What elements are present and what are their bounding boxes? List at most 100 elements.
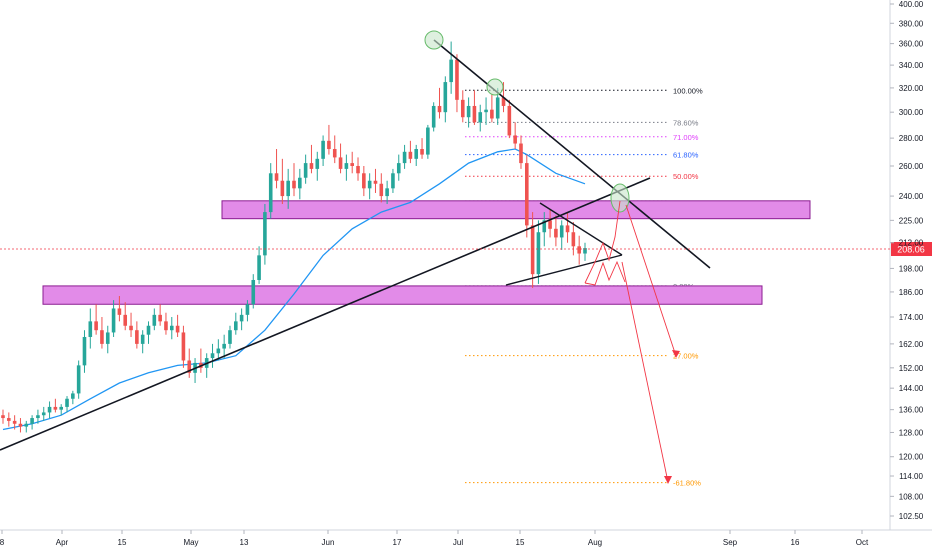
triangle-upper[interactable]	[539, 202, 623, 256]
candle	[1, 409, 5, 424]
price-tick-label: 136.00	[899, 406, 924, 415]
price-tick-label: 144.00	[899, 384, 924, 393]
candle	[286, 168, 290, 209]
candle-body	[443, 82, 448, 113]
price-axis[interactable]: 400.00 380.00 360.00 340.00 320.00 300.00 280.…	[890, 0, 924, 521]
candle-body	[309, 163, 314, 169]
candle-body	[298, 177, 302, 189]
candle-body	[379, 183, 384, 197]
projection-path-bull[interactable]	[584, 200, 621, 284]
candle	[391, 168, 395, 193]
candle	[158, 304, 162, 326]
candle	[280, 158, 285, 205]
candle-body	[466, 105, 471, 118]
price-tick-label: 174.00	[899, 313, 924, 322]
candle-body	[484, 109, 488, 113]
candle-body	[274, 173, 279, 181]
candle	[263, 204, 267, 265]
candle-body	[222, 343, 226, 349]
candle-body	[187, 360, 192, 373]
candle	[234, 312, 238, 335]
price-tick-label: 300.00	[899, 108, 924, 117]
peak-marker-2[interactable]	[486, 78, 504, 96]
projection-path-bear[interactable]	[584, 260, 626, 286]
candle-body	[216, 348, 221, 354]
price-tick-label: 186.00	[899, 288, 924, 297]
candle-body	[455, 59, 459, 100]
trendlines[interactable]	[0, 30, 711, 451]
candle-body	[559, 225, 564, 238]
candle-body	[402, 151, 407, 164]
candle-body	[478, 112, 483, 123]
target-arrow-2[interactable]	[621, 261, 669, 483]
candle	[426, 124, 430, 159]
candle-body	[577, 246, 581, 254]
candle-body	[350, 163, 354, 166]
candle-body	[129, 325, 133, 331]
peak-marker-1[interactable]	[424, 30, 444, 50]
candle	[59, 404, 63, 416]
candle	[455, 54, 459, 113]
candle	[18, 418, 23, 433]
candle-body	[431, 105, 436, 128]
candle-body	[507, 105, 512, 136]
support-trendline[interactable]	[0, 177, 651, 451]
candle	[111, 300, 116, 337]
candle	[298, 168, 302, 200]
candle	[484, 97, 488, 125]
candle-body	[257, 255, 261, 280]
moving-average	[2, 148, 586, 431]
candle-body	[268, 173, 273, 213]
zone-upper-resistance[interactable]	[221, 200, 811, 220]
time-tick-label: Jun	[322, 538, 335, 547]
price-tick-label: 340.00	[899, 61, 924, 70]
price-tick-label: 240.00	[899, 192, 924, 201]
candle	[437, 87, 442, 119]
fib-label: 100.00%	[673, 86, 703, 95]
triangle-lower[interactable]	[505, 254, 623, 286]
zone-lower-support[interactable]	[42, 285, 763, 305]
price-tick-label: 225.00	[899, 216, 924, 225]
price-tick-label: 212.00	[899, 239, 924, 248]
candle	[222, 334, 226, 359]
candle	[414, 144, 419, 166]
time-tick-label: 15	[118, 538, 127, 547]
price-tick-label: 108.00	[899, 492, 924, 501]
time-axis[interactable]: 8 Apr 15 May 13 Jun 17 Jul 15 Aug Sep 16 Oct	[0, 530, 869, 547]
candle	[443, 76, 448, 123]
target-arrowhead-2	[664, 476, 672, 484]
price-tick-label: 360.00	[899, 40, 924, 49]
supply-demand-zones[interactable]	[42, 200, 811, 305]
candle	[542, 212, 547, 247]
candle	[379, 173, 384, 203]
candle	[490, 93, 494, 123]
candle-body	[76, 365, 81, 394]
candle	[513, 122, 517, 150]
candle	[507, 99, 512, 139]
price-tick-label: 400.00	[899, 0, 924, 9]
target-arrow-1[interactable]	[625, 204, 677, 357]
candle	[396, 154, 401, 181]
price-projections[interactable]	[584, 200, 680, 484]
resistance-trendline[interactable]	[433, 39, 711, 269]
candle	[7, 412, 11, 427]
breakout-marker[interactable]	[610, 183, 630, 213]
candle	[82, 330, 87, 373]
candle	[571, 222, 576, 256]
candle-body	[472, 105, 477, 123]
candle-body	[65, 398, 69, 407]
candle	[548, 208, 552, 238]
candle	[431, 102, 436, 132]
candle	[292, 163, 296, 197]
candle	[239, 308, 244, 331]
candle	[332, 135, 337, 164]
candle	[519, 135, 523, 169]
candle	[251, 274, 256, 309]
candle-body	[280, 180, 285, 197]
candle-body	[303, 163, 308, 178]
candle	[181, 325, 186, 368]
target-arrowhead-1	[672, 350, 680, 358]
candle	[478, 104, 483, 132]
